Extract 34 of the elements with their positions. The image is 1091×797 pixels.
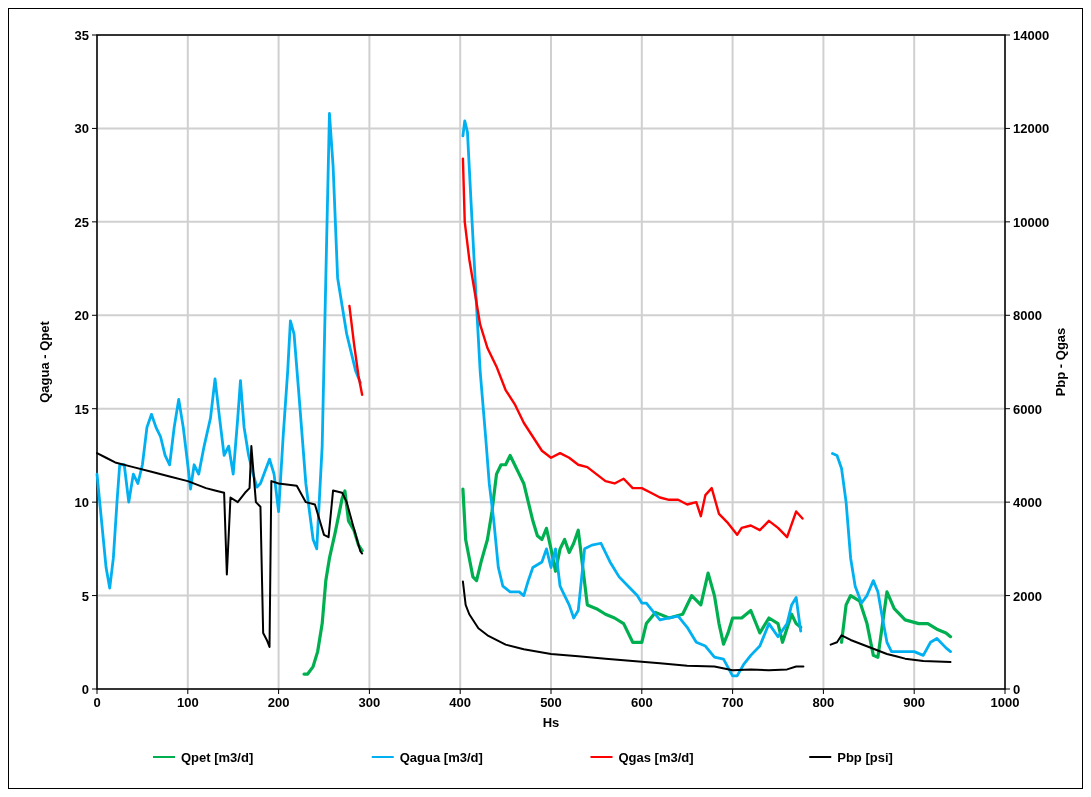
y-tick-label: 30 <box>74 121 89 137</box>
legend-label: Qgas [m3/d] <box>618 750 694 765</box>
legend-label: Pbp [psi] <box>837 750 893 765</box>
y2-tick-label: 4000 <box>1013 495 1042 511</box>
legend-label: Qpet [m3/d] <box>181 750 254 765</box>
x-tick-label: 100 <box>176 695 199 710</box>
y-tick-label: 15 <box>74 401 89 417</box>
y2-tick-label: 8000 <box>1013 308 1042 324</box>
y-tick-label: 5 <box>81 588 89 604</box>
y-axis-title: Qagua - Qpet <box>37 320 52 403</box>
x-tick-label: 500 <box>540 695 562 710</box>
x-tick-label: 0 <box>93 695 101 710</box>
y2-tick-label: 2000 <box>1013 588 1042 604</box>
x-tick-label: 600 <box>630 695 653 710</box>
y-tick-label: 0 <box>81 682 89 697</box>
y2-tick-label: 6000 <box>1013 401 1042 417</box>
x-tick-label: 400 <box>449 695 472 710</box>
x-tick-label: 200 <box>267 695 290 710</box>
y2-tick-label: 14000 <box>1013 28 1050 43</box>
x-tick-label: 300 <box>358 695 381 710</box>
y2-tick-label: 12000 <box>1013 121 1050 137</box>
x-tick-label: 800 <box>812 695 835 710</box>
legend-label: Qagua [m3/d] <box>399 750 483 765</box>
y2-axis-title: Pbp - Qgas <box>1053 327 1068 397</box>
y2-tick-label: 0 <box>1013 682 1021 697</box>
x-tick-label: 700 <box>721 695 744 710</box>
y-tick-label: 10 <box>74 495 89 511</box>
y-tick-label: 35 <box>74 28 89 43</box>
y-tick-label: 25 <box>74 214 89 230</box>
x-tick-label: 1000 <box>990 695 1020 710</box>
x-tick-label: 900 <box>903 695 926 710</box>
x-axis-title: Hs <box>542 715 560 730</box>
y-tick-label: 20 <box>74 308 89 324</box>
y2-tick-label: 10000 <box>1013 214 1050 230</box>
